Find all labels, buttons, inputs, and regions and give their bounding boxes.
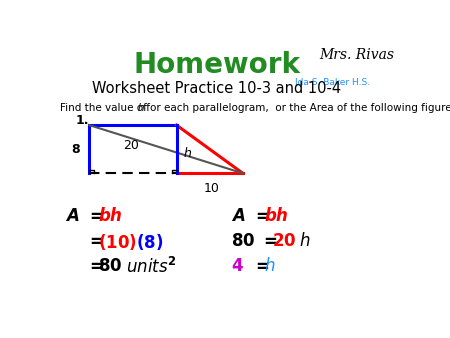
Text: $\boldsymbol{(8)}$: $\boldsymbol{(8)}$ <box>136 232 164 252</box>
Text: for each parallelogram,  or the Area of the following figures.: for each parallelogram, or the Area of t… <box>143 102 450 113</box>
Text: Find the value of: Find the value of <box>60 102 150 113</box>
Text: Mrs. Rivas: Mrs. Rivas <box>320 48 395 63</box>
Text: $\boldsymbol{A}$: $\boldsymbol{A}$ <box>65 207 80 225</box>
Text: $\boldsymbol{=}$: $\boldsymbol{=}$ <box>86 257 103 274</box>
Text: Ida S. Baker H.S.: Ida S. Baker H.S. <box>295 78 370 87</box>
Text: $\boldsymbol{80}$: $\boldsymbol{80}$ <box>98 257 122 274</box>
Text: $\boldsymbol{bh}$: $\boldsymbol{bh}$ <box>264 207 288 225</box>
Text: $\boldsymbol{(10)}$: $\boldsymbol{(10)}$ <box>98 232 137 252</box>
Text: $\boldsymbol{20}$: $\boldsymbol{20}$ <box>272 232 296 250</box>
Text: Worksheet Practice 10-3 and 10-4: Worksheet Practice 10-3 and 10-4 <box>92 81 341 96</box>
Text: 8: 8 <box>72 143 80 156</box>
Text: 10: 10 <box>203 183 220 195</box>
Text: $\boldsymbol{=}$: $\boldsymbol{=}$ <box>252 257 269 274</box>
Text: 1.: 1. <box>76 114 89 127</box>
Text: $\boldsymbol{4}$: $\boldsymbol{4}$ <box>230 257 243 274</box>
Text: h: h <box>184 147 191 160</box>
Text: $\boldsymbol{=}$: $\boldsymbol{=}$ <box>252 207 269 225</box>
Text: $\boldsymbol{=}$: $\boldsymbol{=}$ <box>86 207 103 225</box>
Text: $\boldsymbol{80}$: $\boldsymbol{80}$ <box>230 232 255 250</box>
Text: h: h <box>137 102 144 113</box>
Text: Homework: Homework <box>133 51 300 79</box>
Text: $\boldsymbol{\mathit{h}}$: $\boldsymbol{\mathit{h}}$ <box>299 232 310 250</box>
Text: $\boldsymbol{\mathit{h}}$: $\boldsymbol{\mathit{h}}$ <box>264 257 275 274</box>
Text: $\boldsymbol{A}$: $\boldsymbol{A}$ <box>230 207 245 225</box>
Text: $\boldsymbol{=}$: $\boldsymbol{=}$ <box>260 232 278 250</box>
Text: $\boldsymbol{=}$: $\boldsymbol{=}$ <box>86 232 103 250</box>
Text: 20: 20 <box>123 139 139 152</box>
Text: $\boldsymbol{bh}$: $\boldsymbol{bh}$ <box>98 207 123 225</box>
Text: $\boldsymbol{\mathit{units}}^{\mathbf{2}}$: $\boldsymbol{\mathit{units}}^{\mathbf{2}… <box>126 257 176 277</box>
